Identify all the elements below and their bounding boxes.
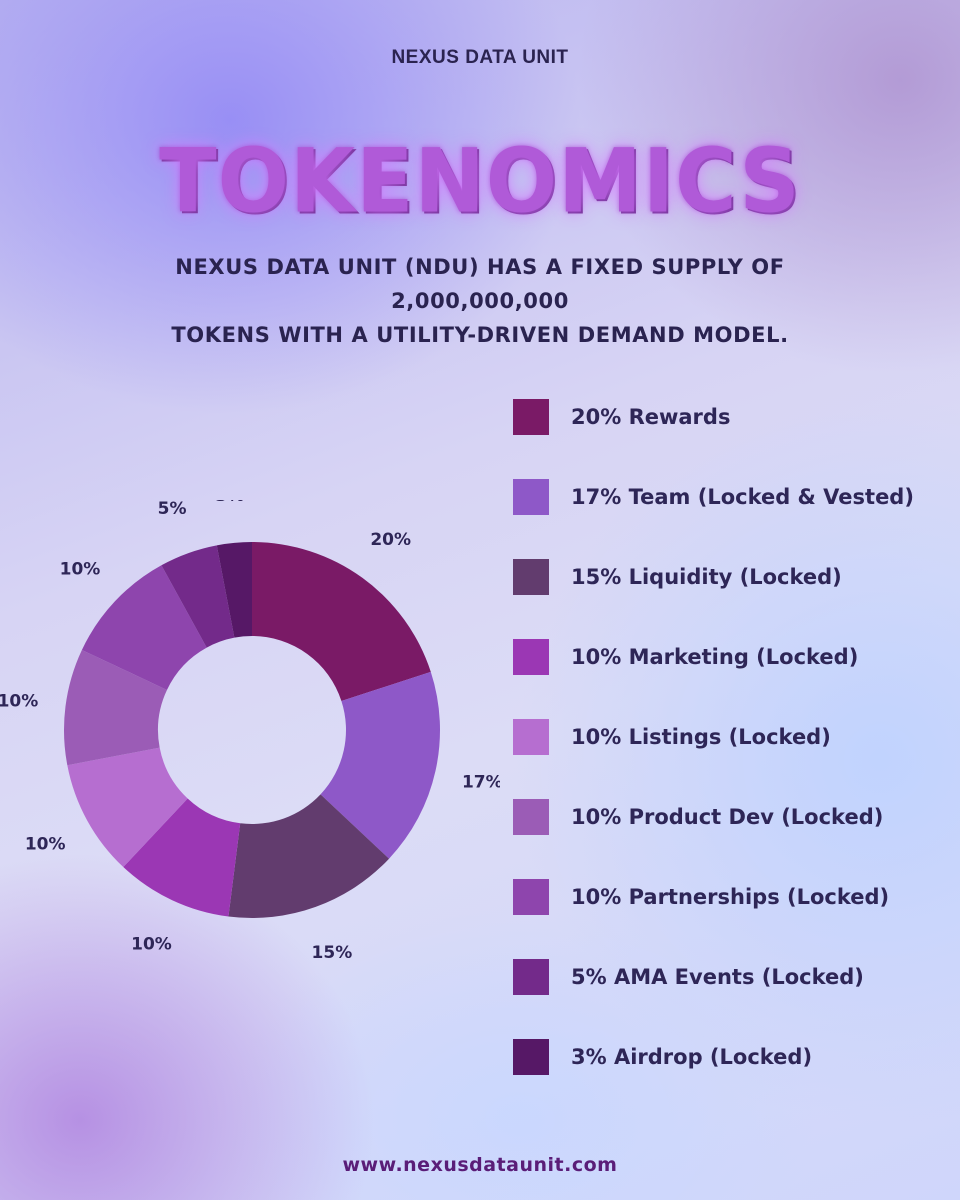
legend-item-1: 20% Rewards xyxy=(513,398,953,478)
legend-label: 10% Listings (Locked) xyxy=(571,725,831,749)
legend-label: 10% Product Dev (Locked) xyxy=(571,805,884,829)
slice-label-5: 10% xyxy=(25,835,66,855)
slice-label-8: 5% xyxy=(158,500,187,519)
legend-label: 20% Rewards xyxy=(571,405,731,429)
legend-swatch xyxy=(513,959,549,995)
legend-swatch xyxy=(513,879,549,915)
donut-slice-9 xyxy=(216,542,252,638)
legend-item-4: 10% Marketing (Locked) xyxy=(513,638,953,718)
legend-swatch xyxy=(513,799,549,835)
legend-swatch xyxy=(513,719,549,755)
slice-label-2: 17% xyxy=(462,773,500,793)
legend-item-3: 15% Liquidity (Locked) xyxy=(513,558,953,638)
legend-swatch xyxy=(513,559,549,595)
legend-swatch xyxy=(513,399,549,435)
legend-item-7: 10% Partnerships (Locked) xyxy=(513,878,953,958)
legend-item-8: 5% AMA Events (Locked) xyxy=(513,958,953,1038)
donut-slice-8 xyxy=(161,545,235,648)
chart-legend: 20% Rewards 17% Team (Locked & Vested) 15%… xyxy=(513,398,953,1118)
legend-item-5: 10% Listings (Locked) xyxy=(513,718,953,798)
donut-slice-4 xyxy=(123,798,241,917)
donut-slice-7 xyxy=(81,565,207,690)
slice-label-3: 15% xyxy=(312,943,353,960)
legend-label: 10% Partnerships (Locked) xyxy=(571,885,890,909)
slice-label-6: 10% xyxy=(0,691,38,711)
legend-label: 17% Team (Locked & Vested) xyxy=(571,485,914,509)
legend-item-9: 3% Airdrop (Locked) xyxy=(513,1038,953,1118)
subtitle: NEXUS DATA UNIT (NDU) HAS A FIXED SUPPLY… xyxy=(90,250,870,352)
legend-item-2: 17% Team (Locked & Vested) xyxy=(513,478,953,558)
legend-swatch xyxy=(513,1039,549,1075)
page-title: TOKENOMICS xyxy=(159,129,801,233)
donut-slice-1 xyxy=(252,542,431,701)
subtitle-line-1: NEXUS DATA UNIT (NDU) HAS A FIXED SUPPLY… xyxy=(175,255,785,313)
donut-slice-5 xyxy=(67,747,188,868)
slice-label-4: 10% xyxy=(131,935,172,955)
legend-label: 3% Airdrop (Locked) xyxy=(571,1045,813,1069)
subtitle-line-2: TOKENS WITH A UTILITY-DRIVEN DEMAND MODE… xyxy=(171,323,789,347)
legend-swatch xyxy=(513,639,549,675)
donut-slice-3 xyxy=(228,794,390,918)
slice-label-7: 10% xyxy=(60,559,101,579)
legend-label: 15% Liquidity (Locked) xyxy=(571,565,842,589)
donut-slice-6 xyxy=(63,649,167,766)
brand-name: NEXUS DATA UNIT xyxy=(391,47,569,68)
slice-label-1: 20% xyxy=(370,530,411,550)
legend-label: 5% AMA Events (Locked) xyxy=(571,965,864,989)
legend-swatch xyxy=(513,479,549,515)
donut-chart: 20% 17% 15% 10% 10% 10% 10% 5% 3% xyxy=(0,500,500,960)
legend-label: 10% Marketing (Locked) xyxy=(571,645,859,669)
legend-item-6: 10% Product Dev (Locked) xyxy=(513,798,953,878)
donut-slice-2 xyxy=(320,671,440,859)
website-url: www.nexusdataunit.com xyxy=(342,1154,618,1176)
slice-label-9: 3% xyxy=(215,500,244,506)
